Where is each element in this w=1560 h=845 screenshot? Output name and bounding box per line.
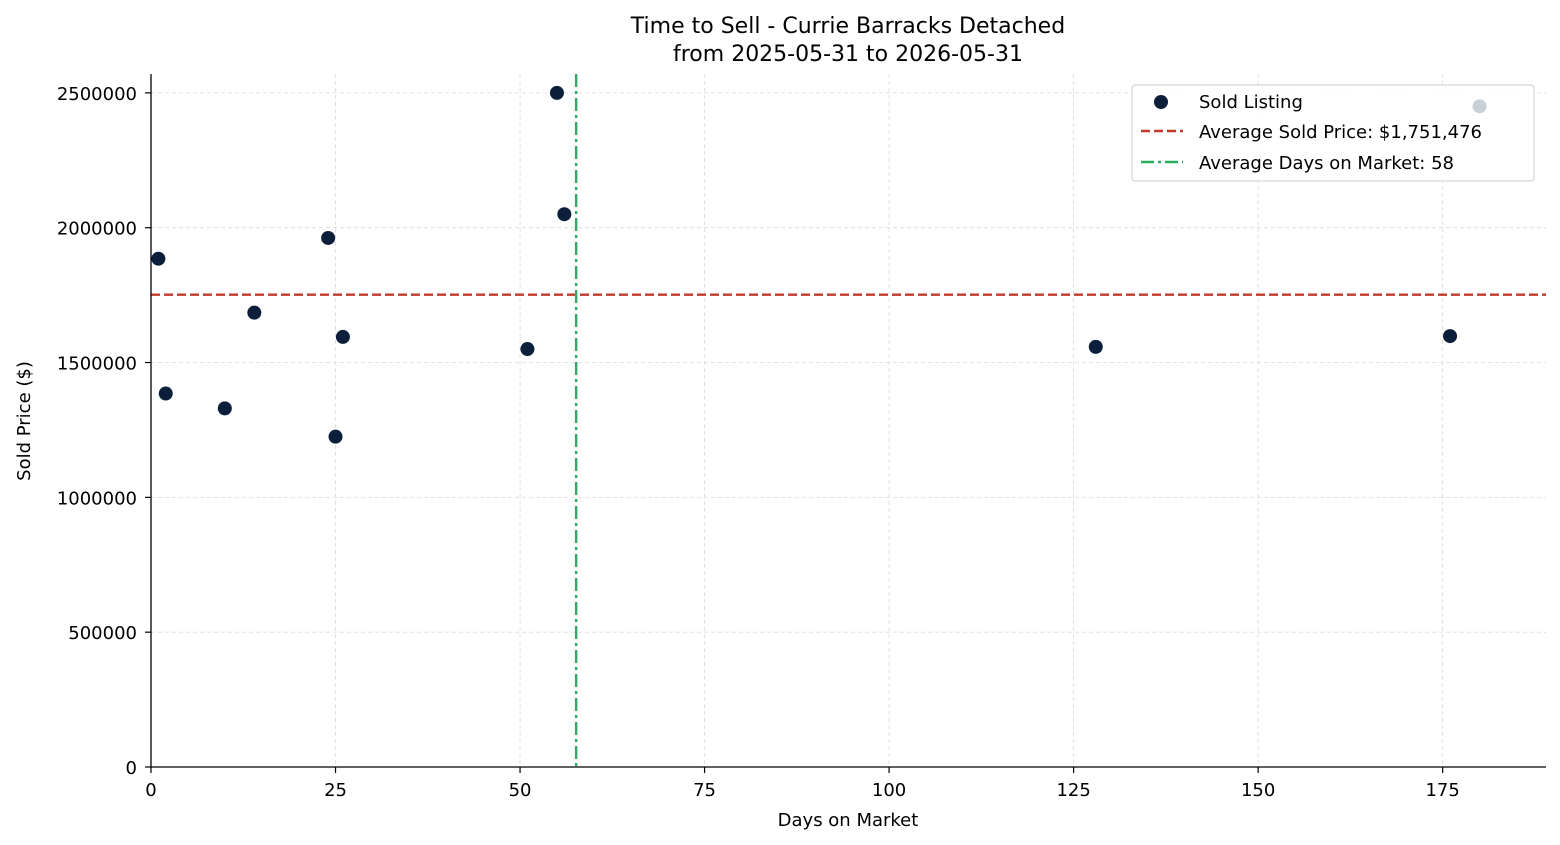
y-tick-label: 2000000 (57, 219, 137, 240)
x-tick-label: 25 (324, 780, 347, 801)
y-tick-label: 2500000 (57, 84, 137, 105)
sold-listing-point (247, 305, 262, 320)
sold-listing-point (328, 429, 343, 444)
chart-subtitle: from 2025-05-31 to 2026-05-31 (673, 42, 1023, 67)
sold-listing-point (158, 386, 173, 401)
sold-listing-point (335, 329, 350, 344)
sold-listing-point (151, 251, 166, 266)
y-axis-label: Sold Price ($) (14, 361, 35, 481)
x-tick-label: 125 (1056, 780, 1090, 801)
sold-listing-point (321, 230, 336, 245)
y-tick-label: 0 (126, 758, 137, 779)
chart-title: Time to Sell - Currie Barracks Detached (630, 14, 1065, 39)
sold-listing-point (520, 342, 535, 357)
legend-box (1131, 84, 1535, 182)
reference-lines (151, 74, 1546, 767)
sold-listing-point (1088, 339, 1103, 354)
x-tick-label: 75 (693, 780, 716, 801)
y-tick-label: 500000 (68, 623, 137, 644)
legend-label-average-price: Average Sold Price: $1,751,476 (1199, 122, 1482, 143)
sold-listing-point (1443, 329, 1458, 344)
x-tick-label: 175 (1425, 780, 1459, 801)
sold-listing-point (217, 401, 232, 416)
legend-marker-sold-listing (1154, 95, 1168, 109)
x-tick-label: 50 (509, 780, 532, 801)
x-axis-label: Days on Market (778, 810, 919, 831)
y-tick-label: 1500000 (57, 354, 137, 375)
x-tick-label: 100 (872, 780, 906, 801)
x-tick-label: 150 (1241, 780, 1275, 801)
legend-label-average-days: Average Days on Market: 58 (1199, 153, 1454, 174)
x-tick-label: 0 (145, 780, 156, 801)
sold-listing-point (557, 207, 572, 222)
legend-label-sold-listing: Sold Listing (1199, 92, 1303, 113)
legend: Sold Listing Average Sold Price: $1,751,… (1131, 84, 1535, 182)
axis-ticks: 0 25 50 75 100 125 150 175 0 500000 1000000 1500000… (57, 84, 1460, 801)
sold-listing-point (549, 85, 564, 100)
y-tick-label: 1000000 (57, 488, 137, 509)
faded-point (1472, 99, 1487, 114)
data-points (151, 85, 1458, 444)
axes (150, 74, 1546, 768)
